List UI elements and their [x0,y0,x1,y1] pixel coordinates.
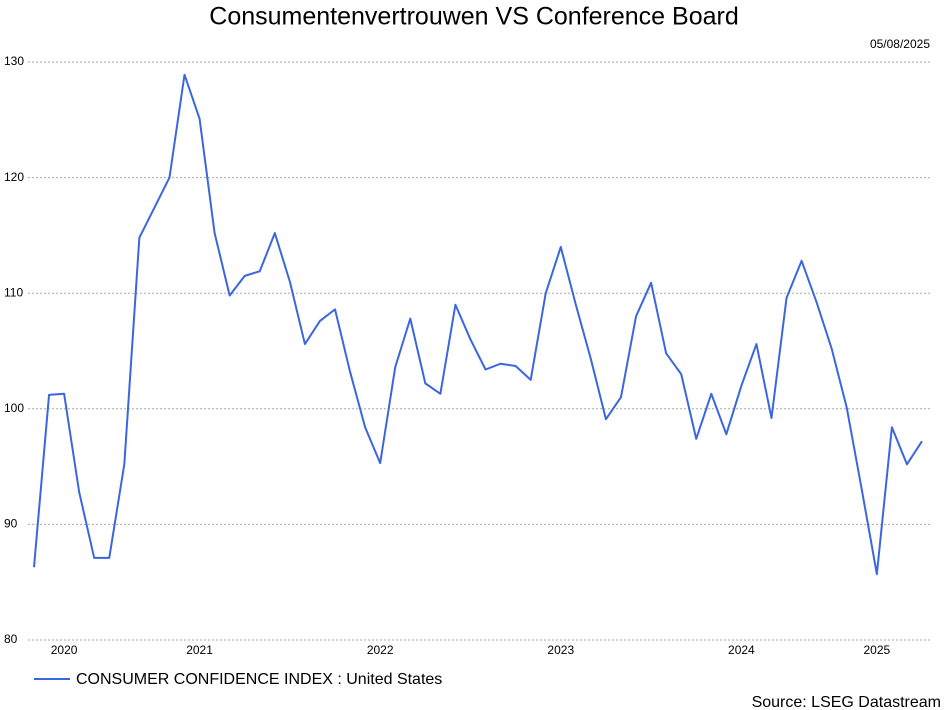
date: 05/08/2025 [870,37,930,51]
source: Source: LSEG Datastream [752,694,941,710]
y-tick-label: 110 [4,285,23,299]
x-tick-label: 2024 [728,643,755,657]
x-tick-label: 2020 [51,643,78,657]
series-line [33,73,923,576]
x-tick-label: 2025 [863,643,890,657]
x-tick-label: 2021 [186,643,213,657]
y-tick-label: 90 [4,517,18,531]
legend-label: CONSUMER CONFIDENCE INDEX : United State… [76,671,442,688]
chart-title: Consumentenvertrouwen VS Conference Boar… [209,3,738,31]
y-tick-label: 100 [4,401,24,415]
y-tick-label: 80 [4,632,18,646]
y-tick-label: 120 [4,170,24,184]
x-tick-label: 2023 [547,643,574,657]
x-tick-label: 2022 [367,643,394,657]
y-tick-label: 130 [4,54,24,68]
